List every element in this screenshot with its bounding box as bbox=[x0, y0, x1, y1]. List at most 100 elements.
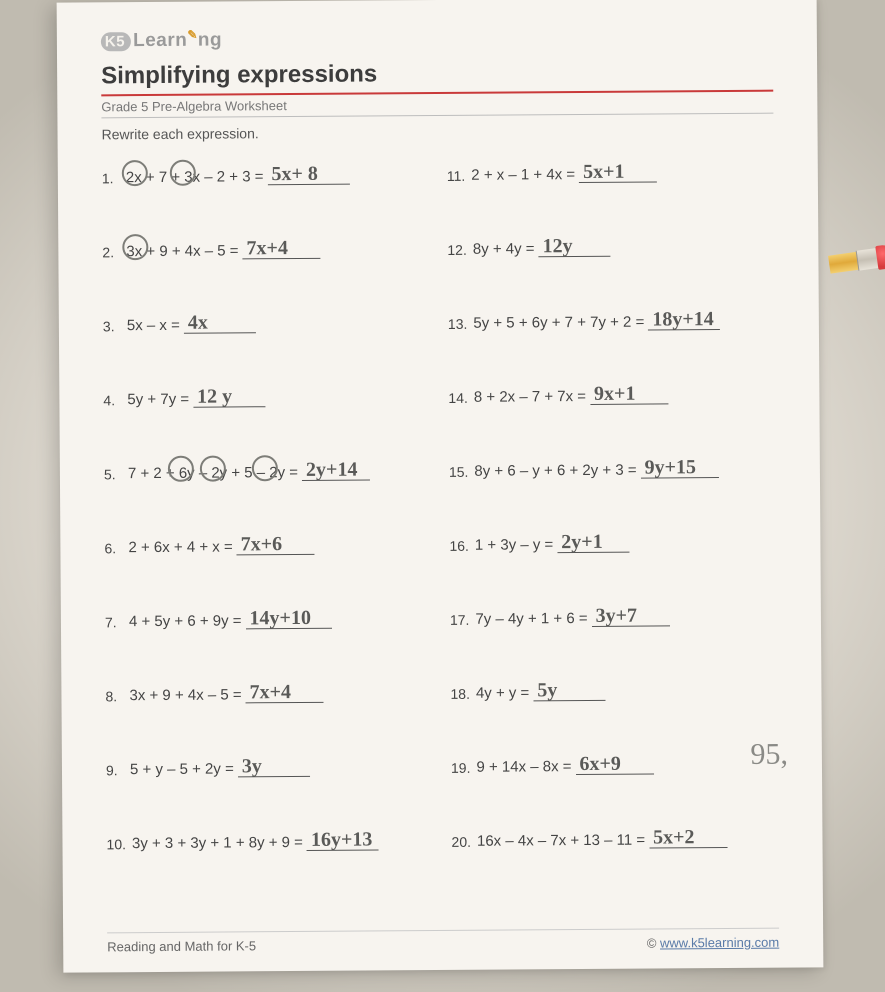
problem-expression: 5 + y – 5 + 2y = bbox=[130, 760, 234, 778]
handwritten-answer: 9x+1 bbox=[594, 383, 636, 406]
problem-expression: 8y + 6 – y + 6 + 2y + 3 = bbox=[474, 462, 636, 480]
answer-blank: 9x+1 bbox=[590, 383, 668, 405]
problem-10: 10. 3y + 3 + 3y + 1 + 8y + 9 = 16y+13 bbox=[106, 820, 433, 852]
handwritten-answer: 9y+15 bbox=[644, 456, 696, 479]
problem-expression: 3x + 9 + 4x – 5 = bbox=[126, 242, 238, 260]
problem-number: 20. bbox=[451, 834, 471, 850]
problem-expression: 1 + 3y – y = bbox=[475, 536, 554, 554]
problem-number: 2. bbox=[102, 244, 120, 260]
answer-blank: 14y+10 bbox=[245, 608, 331, 630]
problem-8: 8. 3x + 9 + 4x – 5 = 7x+4 bbox=[105, 672, 432, 704]
answer-blank: 5x+ 8 bbox=[267, 164, 349, 186]
problem-expression: 7 + 2 + 6y – 2y + 5 – 2y = bbox=[128, 464, 298, 482]
problem-15: 15. 8y + 6 – y + 6 + 2y + 3 = 9y+15 bbox=[449, 448, 776, 480]
problem-number: 4. bbox=[103, 392, 121, 408]
answer-blank: 2y+1 bbox=[557, 532, 629, 554]
problem-expression: 8 + 2x – 7 + 7x = bbox=[474, 388, 586, 406]
problem-number: 16. bbox=[449, 538, 469, 554]
problem-expression: 4 + 5y + 6 + 9y = bbox=[129, 612, 242, 630]
worksheet-title: Simplifying expressions bbox=[101, 58, 773, 97]
problem-expression: 9 + 14x – 8x = bbox=[476, 758, 571, 776]
footer-left-text: Reading and Math for K-5 bbox=[107, 938, 256, 954]
answer-blank: 7x+4 bbox=[246, 682, 324, 704]
problem-5: 5. 7 + 2 + 6y – 2y + 5 – 2y = 2y+14 bbox=[104, 450, 431, 482]
problem-number: 8. bbox=[105, 688, 123, 704]
answer-blank: 3y+7 bbox=[591, 605, 669, 627]
problem-20: 20. 16x – 4x – 7x + 13 – 11 = 5x+2 bbox=[451, 818, 778, 850]
problem-expression: 4y + y = bbox=[476, 684, 529, 701]
problem-number: 1. bbox=[102, 170, 120, 186]
answer-blank: 9y+15 bbox=[640, 457, 718, 479]
logo-text: Learn✎ng bbox=[133, 30, 222, 52]
answer-blank: 12y bbox=[538, 236, 610, 258]
answer-blank: 16y+13 bbox=[307, 829, 379, 851]
problem-number: 5. bbox=[104, 466, 122, 482]
problem-expression: 2 + x – 1 + 4x = bbox=[471, 166, 575, 184]
problem-16: 16. 1 + 3y – y = 2y+1 bbox=[449, 522, 776, 554]
problem-expression: 3x + 9 + 4x – 5 = bbox=[129, 686, 241, 704]
handwritten-answer: 16y+13 bbox=[311, 828, 373, 851]
problem-number: 6. bbox=[104, 540, 122, 556]
handwritten-answer: 7x+4 bbox=[250, 681, 292, 704]
handwritten-answer: 2y+14 bbox=[306, 459, 358, 482]
footer-right: © www.k5learning.com bbox=[647, 935, 780, 951]
problem-number: 3. bbox=[103, 318, 121, 334]
problem-expression: 5y + 7y = bbox=[127, 391, 189, 408]
handwritten-answer: 4x bbox=[188, 312, 208, 335]
handwritten-answer: 18y+14 bbox=[652, 308, 714, 331]
answer-blank: 3y bbox=[238, 756, 310, 778]
logo-pencil-dot-icon: ✎ bbox=[187, 28, 198, 42]
problem-number: 14. bbox=[448, 390, 468, 406]
handwritten-answer: 3y bbox=[242, 755, 262, 778]
problem-expression: 2x + 7 + 3x – 2 + 3 = bbox=[126, 168, 264, 186]
problem-2: 2. 3x + 9 + 4x – 5 = 7x+4 bbox=[102, 228, 429, 260]
answer-blank: 18y+14 bbox=[648, 309, 720, 331]
answer-blank: 7x+6 bbox=[237, 534, 315, 556]
problem-19: 19. 9 + 14x – 8x = 6x+9 bbox=[451, 744, 778, 776]
problem-14: 14. 8 + 2x – 7 + 7x = 9x+1 bbox=[448, 374, 775, 406]
problem-expression: 2 + 6x + 4 + x = bbox=[128, 538, 232, 556]
problem-7: 7. 4 + 5y + 6 + 9y = 14y+10 bbox=[105, 598, 432, 630]
problem-number: 13. bbox=[448, 316, 468, 332]
handwritten-answer: 3y+7 bbox=[595, 605, 637, 628]
handwritten-answer: 6x+9 bbox=[579, 753, 621, 776]
handwritten-answer: 5x+1 bbox=[583, 161, 625, 184]
problem-6: 6. 2 + 6x + 4 + x = 7x+6 bbox=[104, 524, 431, 556]
problem-number: 19. bbox=[451, 760, 471, 776]
problem-number: 17. bbox=[450, 612, 470, 628]
answer-blank: 12 y bbox=[193, 386, 265, 408]
copyright-symbol: © bbox=[647, 935, 660, 950]
answer-blank: 6x+9 bbox=[575, 754, 653, 776]
footer-link[interactable]: www.k5learning.com bbox=[660, 935, 779, 951]
problem-number: 10. bbox=[106, 836, 126, 852]
problem-12: 12. 8y + 4y = 12y bbox=[447, 226, 774, 258]
answer-blank: 4x bbox=[184, 312, 256, 334]
answer-blank: 7x+4 bbox=[242, 238, 320, 260]
problem-number: 11. bbox=[447, 168, 466, 184]
brand-logo: K5Learn✎ng bbox=[101, 26, 773, 53]
problem-expression: 8y + 4y = bbox=[473, 240, 535, 257]
answer-blank: 2y+14 bbox=[302, 459, 370, 480]
page-footer: Reading and Math for K-5 © www.k5learnin… bbox=[107, 928, 779, 955]
answer-blank: 5y bbox=[533, 680, 605, 702]
problem-13: 13. 5y + 5 + 6y + 7 + 7y + 2 = 18y+14 bbox=[448, 300, 775, 332]
problem-1: 1. 2x + 7 + 3x – 2 + 3 = 5x+ 8 bbox=[102, 154, 429, 186]
problem-4: 4. 5y + 7y = 12 y bbox=[103, 376, 430, 408]
handwritten-answer: 14y+10 bbox=[249, 607, 311, 630]
problem-3: 3. 5x – x = 4x bbox=[103, 302, 430, 334]
worksheet-subtitle: Grade 5 Pre-Algebra Worksheet bbox=[101, 95, 773, 119]
problem-number: 12. bbox=[447, 242, 467, 258]
handwritten-answer: 5x+ 8 bbox=[271, 163, 318, 186]
problem-17: 17. 7y – 4y + 1 + 6 = 3y+7 bbox=[450, 596, 777, 628]
problem-expression: 16x – 4x – 7x + 13 – 11 = bbox=[477, 832, 645, 850]
problem-number: 7. bbox=[105, 614, 123, 630]
handwritten-answer: 12y bbox=[542, 235, 572, 258]
problem-18: 18. 4y + y = 5y bbox=[450, 670, 777, 702]
logo-badge: K5 bbox=[101, 32, 131, 51]
worksheet-paper: K5Learn✎ng Simplifying expressions Grade… bbox=[57, 0, 824, 973]
problem-number: 9. bbox=[106, 762, 124, 778]
answer-blank: 5x+2 bbox=[649, 827, 727, 849]
answer-blank: 5x+1 bbox=[579, 161, 657, 183]
problem-expression: 3y + 3 + 3y + 1 + 8y + 9 = bbox=[132, 834, 303, 852]
handwritten-answer: 5y bbox=[537, 679, 557, 702]
